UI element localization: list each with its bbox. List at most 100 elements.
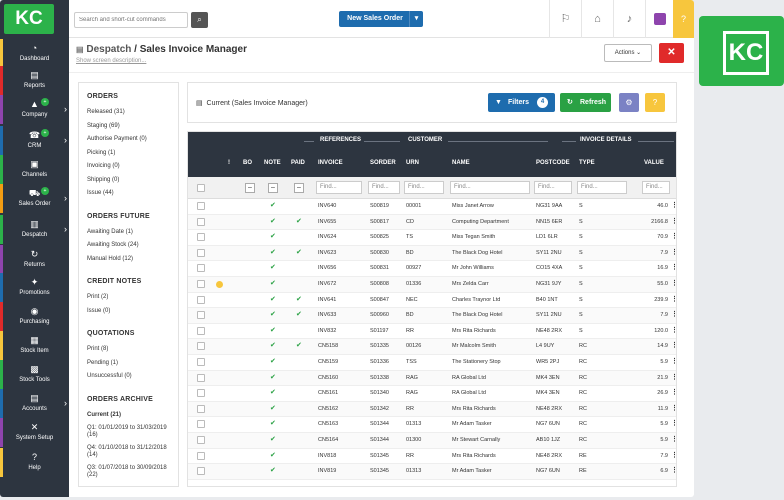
row-checkbox[interactable] [197, 233, 205, 242]
sidebar-item-sales-order[interactable]: ⛟ Sales Order › + [0, 184, 69, 214]
row-checkbox[interactable] [197, 436, 205, 444]
status-link[interactable]: Current (21) [87, 411, 122, 418]
col-paid[interactable]: PAID [291, 160, 305, 166]
flag-icon[interactable]: ⚐ [549, 0, 581, 38]
table-row[interactable]: ✔ INV672 S00808 01336 Mrs Zelda Carr NG31 9JY… [188, 277, 676, 293]
help-button[interactable]: ? [645, 93, 665, 112]
col-sorder[interactable]: SORDER [370, 160, 396, 166]
row-menu-icon[interactable]: ⋮ [671, 280, 676, 288]
table-row[interactable]: ✔ CN5159 S01336 TSS The Stationery Stop WR5 2… [188, 355, 676, 371]
row-menu-icon[interactable]: ⋮ [671, 218, 676, 226]
sidebar-item-despatch[interactable]: ▥ Despatch › [0, 215, 69, 245]
warehouse-icon[interactable]: ⌂ [581, 0, 613, 38]
row-menu-icon[interactable]: ⋮ [671, 342, 676, 350]
sidebar-item-accounts[interactable]: ▤ Accounts › [0, 389, 69, 419]
table-row[interactable]: ✔ INV656 S00831 00927 Mr John Williams CO15 4… [188, 261, 676, 277]
find-urn-input[interactable]: Find... [404, 181, 444, 194]
table-row[interactable]: ✔ ✔ INV633 S00960 BD The Black Dog Hotel SY11 … [188, 308, 676, 324]
row-checkbox[interactable] [197, 217, 205, 226]
sidebar-item-channels[interactable]: ▣ Channels [0, 155, 69, 185]
sidebar-item-reports[interactable]: ▤ Reports [0, 66, 69, 96]
select-all-checkbox[interactable] [197, 184, 205, 192]
bell-icon[interactable]: ♪ [613, 0, 645, 38]
invoice-cell[interactable]: INV819 [318, 468, 337, 475]
find-postcode-input[interactable]: Find... [534, 181, 572, 194]
invoice-cell[interactable]: CN5163 [318, 421, 339, 428]
col-note[interactable]: NOTE [264, 160, 281, 166]
search-input[interactable] [74, 12, 188, 28]
row-menu-icon[interactable]: ⋮ [671, 311, 676, 319]
new-sales-order-button[interactable]: New Sales Order ▾ [339, 11, 423, 27]
row-checkbox[interactable] [197, 358, 205, 366]
status-link[interactable]: Invoicing (0) [87, 163, 120, 169]
invoice-cell[interactable]: INV818 [318, 452, 337, 459]
status-link[interactable]: Authorise Payment (0) [87, 136, 147, 142]
invoice-cell[interactable]: INV640 [318, 203, 337, 209]
row-menu-icon[interactable]: ⋮ [671, 264, 676, 272]
kc-logo[interactable]: KC [4, 4, 54, 34]
table-row[interactable]: ✔ CN5163 S01344 01313 Mr Adam Tasker NG7 6UN R… [188, 417, 676, 433]
row-checkbox[interactable] [197, 248, 205, 257]
row-checkbox[interactable] [197, 326, 205, 335]
invoice-cell[interactable]: INV655 [318, 218, 337, 225]
row-checkbox[interactable] [197, 280, 205, 288]
status-link[interactable]: Print (8) [87, 346, 109, 352]
row-menu-icon[interactable]: ⋮ [671, 358, 676, 366]
status-link[interactable]: Shipping (0) [87, 176, 120, 183]
sidebar-item-stock-item[interactable]: ▦ Stock Item [0, 331, 69, 361]
search-button[interactable]: ⌕ [191, 12, 208, 28]
table-row[interactable]: ✔ CN5162 S01342 RR Mrs Rita Richards NE48 2RX… [188, 401, 676, 418]
invoice-cell[interactable]: CN5161 [318, 390, 339, 397]
find-type-input[interactable]: Find... [577, 181, 627, 194]
row-checkbox[interactable] [197, 202, 205, 210]
table-row[interactable]: ✔ ✔ INV623 S00830 BD The Black Dog Hotel SY11 … [188, 245, 676, 262]
table-row[interactable]: ✔ INV640 S00819 00001 Miss Janet Arrow NG31 9… [188, 199, 676, 215]
settings-button[interactable]: ⚙ [619, 93, 639, 112]
table-row[interactable]: ✔ ✔ CN5158 S01335 00126 Mr Malcolm Smith L4 9U… [188, 339, 676, 355]
row-checkbox[interactable] [197, 295, 205, 304]
bo-filter-toggle[interactable]: – [245, 183, 255, 193]
status-link[interactable]: Q4: 01/10/2018 to 31/12/2018 (14) [87, 445, 167, 458]
invoice-cell[interactable]: CN5160 [318, 374, 339, 381]
table-row[interactable]: ✔ INV818 S01345 RR Mrs Rita Richards NE48 2RX… [188, 449, 676, 465]
status-link[interactable]: Issue (44) [87, 190, 114, 196]
sidebar-item-help[interactable]: ? Help [0, 448, 69, 478]
row-menu-icon[interactable]: ⋮ [671, 420, 676, 428]
invoice-cell[interactable]: INV624 [318, 234, 337, 241]
row-checkbox[interactable] [197, 389, 205, 398]
invoice-cell[interactable]: INV633 [318, 312, 337, 319]
row-menu-icon[interactable]: ⋮ [671, 452, 676, 460]
table-row[interactable]: ✔ ✔ INV641 S00847 NEC Charles Traynor Ltd B40 … [188, 293, 676, 309]
filters-button[interactable]: ▼ Filters 4 [488, 93, 555, 112]
breadcrumb-despatch[interactable]: Despatch [86, 44, 132, 55]
sidebar-item-purchasing[interactable]: ◉ Purchasing [0, 302, 69, 332]
col-name[interactable]: NAME [452, 160, 470, 166]
row-checkbox[interactable] [197, 373, 205, 382]
row-menu-icon[interactable]: ⋮ [671, 233, 676, 241]
paid-filter-toggle[interactable]: – [294, 183, 304, 193]
row-menu-icon[interactable]: ⋮ [671, 436, 676, 444]
row-checkbox[interactable] [197, 342, 205, 351]
find-name-input[interactable]: Find... [450, 181, 530, 194]
show-description-link[interactable]: Show screen description... [76, 58, 147, 64]
status-link[interactable]: Picking (1) [87, 149, 116, 156]
row-menu-icon[interactable]: ⋮ [671, 296, 676, 304]
status-link[interactable]: Q3: 01/07/2018 to 30/09/2018 (22) [87, 465, 167, 478]
row-checkbox[interactable] [197, 264, 205, 273]
table-row[interactable]: ✔ INV624 S00825 TS Miss Tegan Smith LD1 6LR S 7… [188, 230, 676, 246]
sidebar-item-crm[interactable]: ☎ CRM › + [0, 126, 69, 156]
invoice-cell[interactable]: INV832 [318, 327, 337, 334]
col-value[interactable]: VALUE [644, 160, 664, 166]
col-postcode[interactable]: POSTCODE [536, 160, 570, 166]
note-filter-toggle[interactable]: – [268, 183, 278, 193]
invoice-cell[interactable]: CN5158 [318, 343, 339, 350]
actions-dropdown[interactable]: Actions ⌄ [604, 44, 652, 62]
col-urn[interactable]: URN [406, 160, 419, 166]
find-invoice-input[interactable]: Find... [316, 181, 362, 194]
table-row[interactable]: ✔ CN5161 S01340 RAG RA Global Ltd MK4 3EN RC 26… [188, 386, 676, 402]
sidebar-item-dashboard[interactable]: ◔ Dashboard [0, 39, 69, 69]
find-value-input[interactable]: Find... [642, 181, 670, 194]
invoice-cell[interactable]: INV623 [318, 249, 337, 256]
status-link[interactable]: Awaiting Stock (24) [87, 242, 139, 248]
table-row[interactable]: ✔ CN5164 S01344 01300 Mr Stewart Carnally AB1… [188, 433, 676, 449]
